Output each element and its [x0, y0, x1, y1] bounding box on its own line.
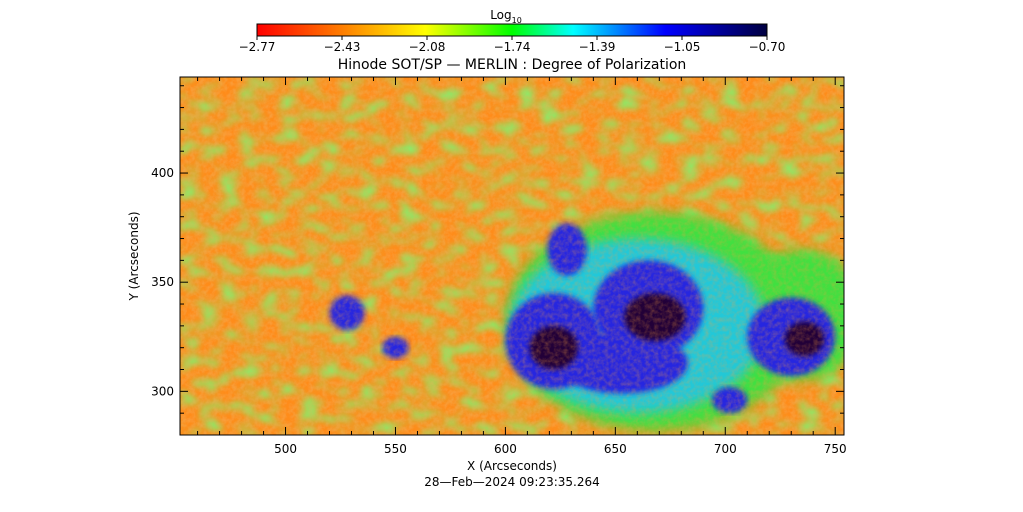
colorbar-tick-label: −2.77 [239, 40, 276, 54]
colorbar-tick-label: −0.70 [749, 40, 786, 54]
x-tick-label: 700 [714, 442, 737, 456]
x-tick-label: 500 [274, 442, 297, 456]
plot-frame [179, 76, 845, 436]
colorbar-label: Log10 [490, 8, 522, 25]
y-tick-label: 400 [151, 166, 174, 180]
x-tick-label: 650 [604, 442, 627, 456]
x-axis-label: X (Arcseconds) [467, 459, 557, 473]
colorbar [256, 23, 768, 37]
y-tick-label: 300 [151, 384, 174, 398]
chart-title: Hinode SOT/SP — MERLIN : Degree of Polar… [338, 57, 687, 73]
colorbar-tick-label: −2.43 [324, 40, 361, 54]
x-tick-label: 750 [824, 442, 847, 456]
y-axis: 300 350 400 [151, 85, 844, 414]
y-tick-label: 350 [151, 275, 174, 289]
y-axis-label: Y (Arcseconds) [127, 211, 141, 301]
x-tick-label: 600 [494, 442, 517, 456]
colorbar-tick-label: −1.39 [579, 40, 616, 54]
heatmap-grain [180, 77, 844, 435]
colorbar-tick-label: −1.05 [664, 40, 701, 54]
date-label: 28—Feb—2024 09:23:35.264 [424, 475, 599, 489]
colorbar-ticks: −2.77 −2.43 −2.08 −1.74 −1.39 −1.05 −0.70 [239, 36, 786, 54]
colorbar-tick-label: −2.08 [409, 40, 446, 54]
colorbar-tick-label: −1.74 [494, 40, 531, 54]
heatmap-image [180, 77, 844, 435]
x-axis: 500 550 600 650 700 750 [197, 77, 847, 456]
x-tick-label: 550 [384, 442, 407, 456]
